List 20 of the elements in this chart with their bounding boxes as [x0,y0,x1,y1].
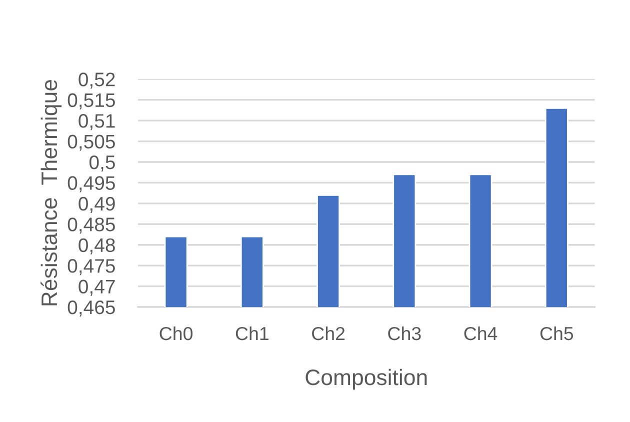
x-tick-label: Ch5 [540,326,574,340]
y-tick-label: 0,51 [78,114,115,130]
y-tick-label: 0,475 [68,259,115,276]
x-tick-label: Ch2 [312,326,345,340]
y-tick-label: 0,495 [68,176,115,192]
y-tick-label: 0,47 [78,280,115,296]
y-tick-label: 0,485 [68,218,115,234]
y-tick-label: 0,48 [78,238,115,254]
y-tick-label: 0,5 [89,155,115,172]
y-tick-label: 0,515 [68,93,115,110]
x-tick-label: Ch1 [236,326,268,340]
y-axis-title: Résistance Thermique [40,80,62,306]
x-axis-title: Composition [306,368,427,390]
y-tick-label: 0,52 [78,72,115,89]
y-tick-label: 0,465 [68,300,115,317]
x-tick-label: Ch4 [464,326,498,340]
y-tick-label: 0,505 [68,134,115,151]
x-tick-label: Ch0 [160,326,192,340]
x-tick-label: Ch3 [388,326,421,340]
y-tick-label: 0,49 [78,196,115,213]
